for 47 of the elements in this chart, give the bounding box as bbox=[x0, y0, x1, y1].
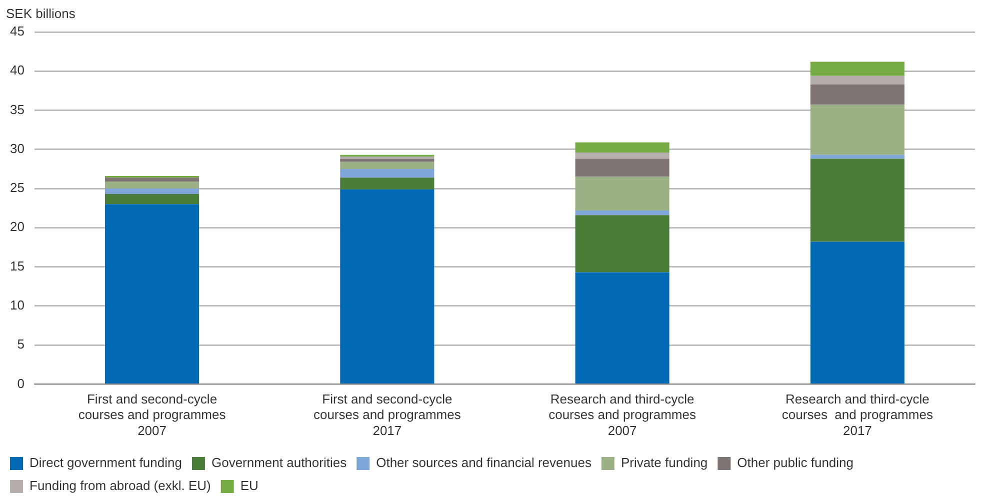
legend-label: Direct government funding bbox=[30, 455, 182, 470]
bar bbox=[340, 178, 434, 190]
bar bbox=[575, 215, 670, 272]
legend-label: Private funding bbox=[620, 455, 708, 470]
bar bbox=[810, 154, 904, 159]
y-tick-label: 0 bbox=[17, 376, 24, 391]
bar bbox=[810, 104, 904, 155]
legend-label: Government authorities bbox=[211, 455, 348, 470]
bar bbox=[810, 84, 904, 105]
legend-label: Other sources and financial revenues bbox=[376, 455, 592, 470]
legend-label: Other public funding bbox=[737, 455, 854, 470]
bar bbox=[105, 178, 200, 182]
y-tick-label: 5 bbox=[17, 336, 24, 352]
y-tick-label: 30 bbox=[10, 140, 24, 156]
bar bbox=[575, 152, 670, 159]
bar bbox=[340, 168, 434, 178]
bar bbox=[105, 204, 200, 384]
bar bbox=[810, 242, 904, 384]
bar bbox=[810, 62, 904, 76]
y-tick-label: 15 bbox=[10, 258, 24, 274]
bar bbox=[810, 76, 904, 84]
bar bbox=[575, 272, 670, 384]
x-tick-label: Research and third-cycle courses and programmes 2007 bbox=[548, 392, 696, 438]
bar bbox=[105, 194, 200, 204]
bar bbox=[340, 156, 434, 159]
y-tick-label: 35 bbox=[10, 102, 24, 117]
bar bbox=[105, 188, 200, 194]
bar bbox=[340, 189, 434, 384]
bar bbox=[340, 162, 434, 169]
y-axis-title: SEK billions bbox=[6, 6, 76, 22]
legend-label: EU bbox=[240, 478, 258, 494]
legend-label: Funding from abroad (exkl. EU) bbox=[30, 478, 211, 494]
bar bbox=[810, 158, 904, 242]
bar bbox=[575, 176, 670, 210]
x-tick-label: First and second-cycle courses and programmes 2007 bbox=[78, 392, 226, 438]
bar bbox=[105, 181, 200, 189]
bar bbox=[340, 158, 434, 162]
x-tick-label: Research and third-cycle courses and programmes 2017 bbox=[782, 392, 934, 438]
bar bbox=[575, 210, 670, 216]
bar bbox=[575, 142, 670, 153]
y-tick-label: 10 bbox=[10, 298, 24, 313]
y-tick-label: 20 bbox=[10, 219, 24, 234]
y-tick-label: 45 bbox=[10, 24, 24, 39]
x-tick-label: First and second-cycle courses and programmes 2017 bbox=[313, 392, 462, 438]
y-tick-label: 25 bbox=[10, 180, 24, 196]
bar bbox=[575, 158, 670, 177]
y-tick-label: 40 bbox=[10, 62, 24, 78]
